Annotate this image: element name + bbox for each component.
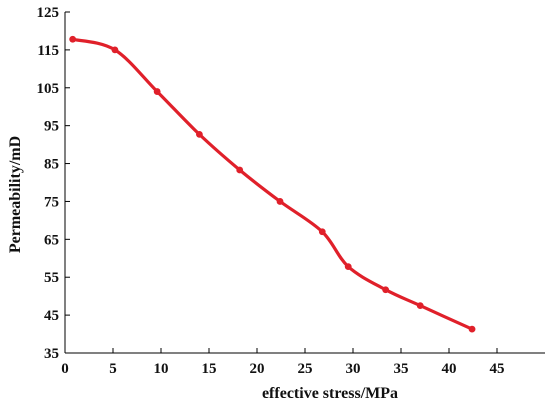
- y-tick-label: 65: [44, 232, 59, 248]
- y-tick-label: 35: [44, 346, 59, 362]
- data-point: [69, 35, 77, 43]
- y-axis: 35 45 55 65 75 85 95 105 115 125: [37, 5, 70, 362]
- x-tick-label: 0: [61, 361, 69, 377]
- x-axis: 0 5 10 15 20 25 30 35 40 45: [61, 348, 505, 377]
- data-point: [276, 198, 284, 205]
- data-point: [196, 130, 203, 138]
- y-tick-label: 75: [44, 194, 59, 210]
- y-tick-label: 105: [37, 81, 60, 97]
- y-tick-label: 45: [44, 308, 59, 324]
- x-tick-label: 15: [202, 361, 217, 377]
- data-point: [153, 88, 161, 95]
- x-tick-label: 25: [298, 361, 313, 377]
- x-tick-label: 45: [490, 361, 505, 377]
- y-axis-title: Permeability/mD: [7, 136, 24, 253]
- x-tick-label: 40: [442, 361, 457, 377]
- x-axis-title: effective stress/MPa: [262, 385, 398, 402]
- plot-area: [64, 12, 545, 354]
- x-tick-label: 5: [109, 361, 117, 377]
- data-point: [382, 286, 390, 294]
- y-tick-label: 115: [37, 43, 59, 59]
- x-tick-label: 30: [346, 361, 361, 377]
- data-point: [111, 46, 119, 54]
- data-point: [416, 302, 424, 310]
- data-point: [318, 228, 326, 236]
- data-point: [344, 263, 352, 271]
- y-tick-label: 55: [44, 270, 59, 286]
- y-tick-label: 85: [44, 157, 59, 173]
- y-tick-label: 125: [37, 5, 60, 21]
- data-point: [468, 325, 476, 333]
- x-tick-label: 35: [394, 361, 409, 377]
- x-tick-label: 10: [154, 361, 169, 377]
- x-tick-label: 20: [250, 361, 265, 377]
- data-point: [236, 166, 244, 174]
- y-tick-label: 95: [44, 119, 59, 135]
- series-layer: [69, 35, 476, 333]
- series-line: [71, 37, 474, 331]
